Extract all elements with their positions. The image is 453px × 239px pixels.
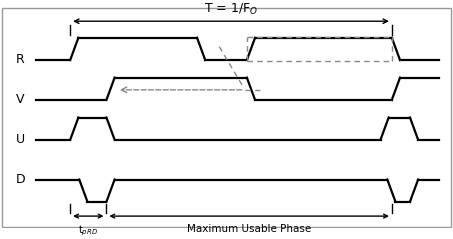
Text: Maximum Usable Phase: Maximum Usable Phase	[187, 224, 311, 234]
Text: t$_{pRD}$: t$_{pRD}$	[78, 224, 98, 238]
Text: V: V	[16, 93, 24, 106]
Text: R: R	[16, 54, 25, 66]
Text: U: U	[16, 133, 25, 146]
Text: D: D	[15, 173, 25, 186]
Text: T = 1/F$_O$: T = 1/F$_O$	[204, 2, 258, 17]
